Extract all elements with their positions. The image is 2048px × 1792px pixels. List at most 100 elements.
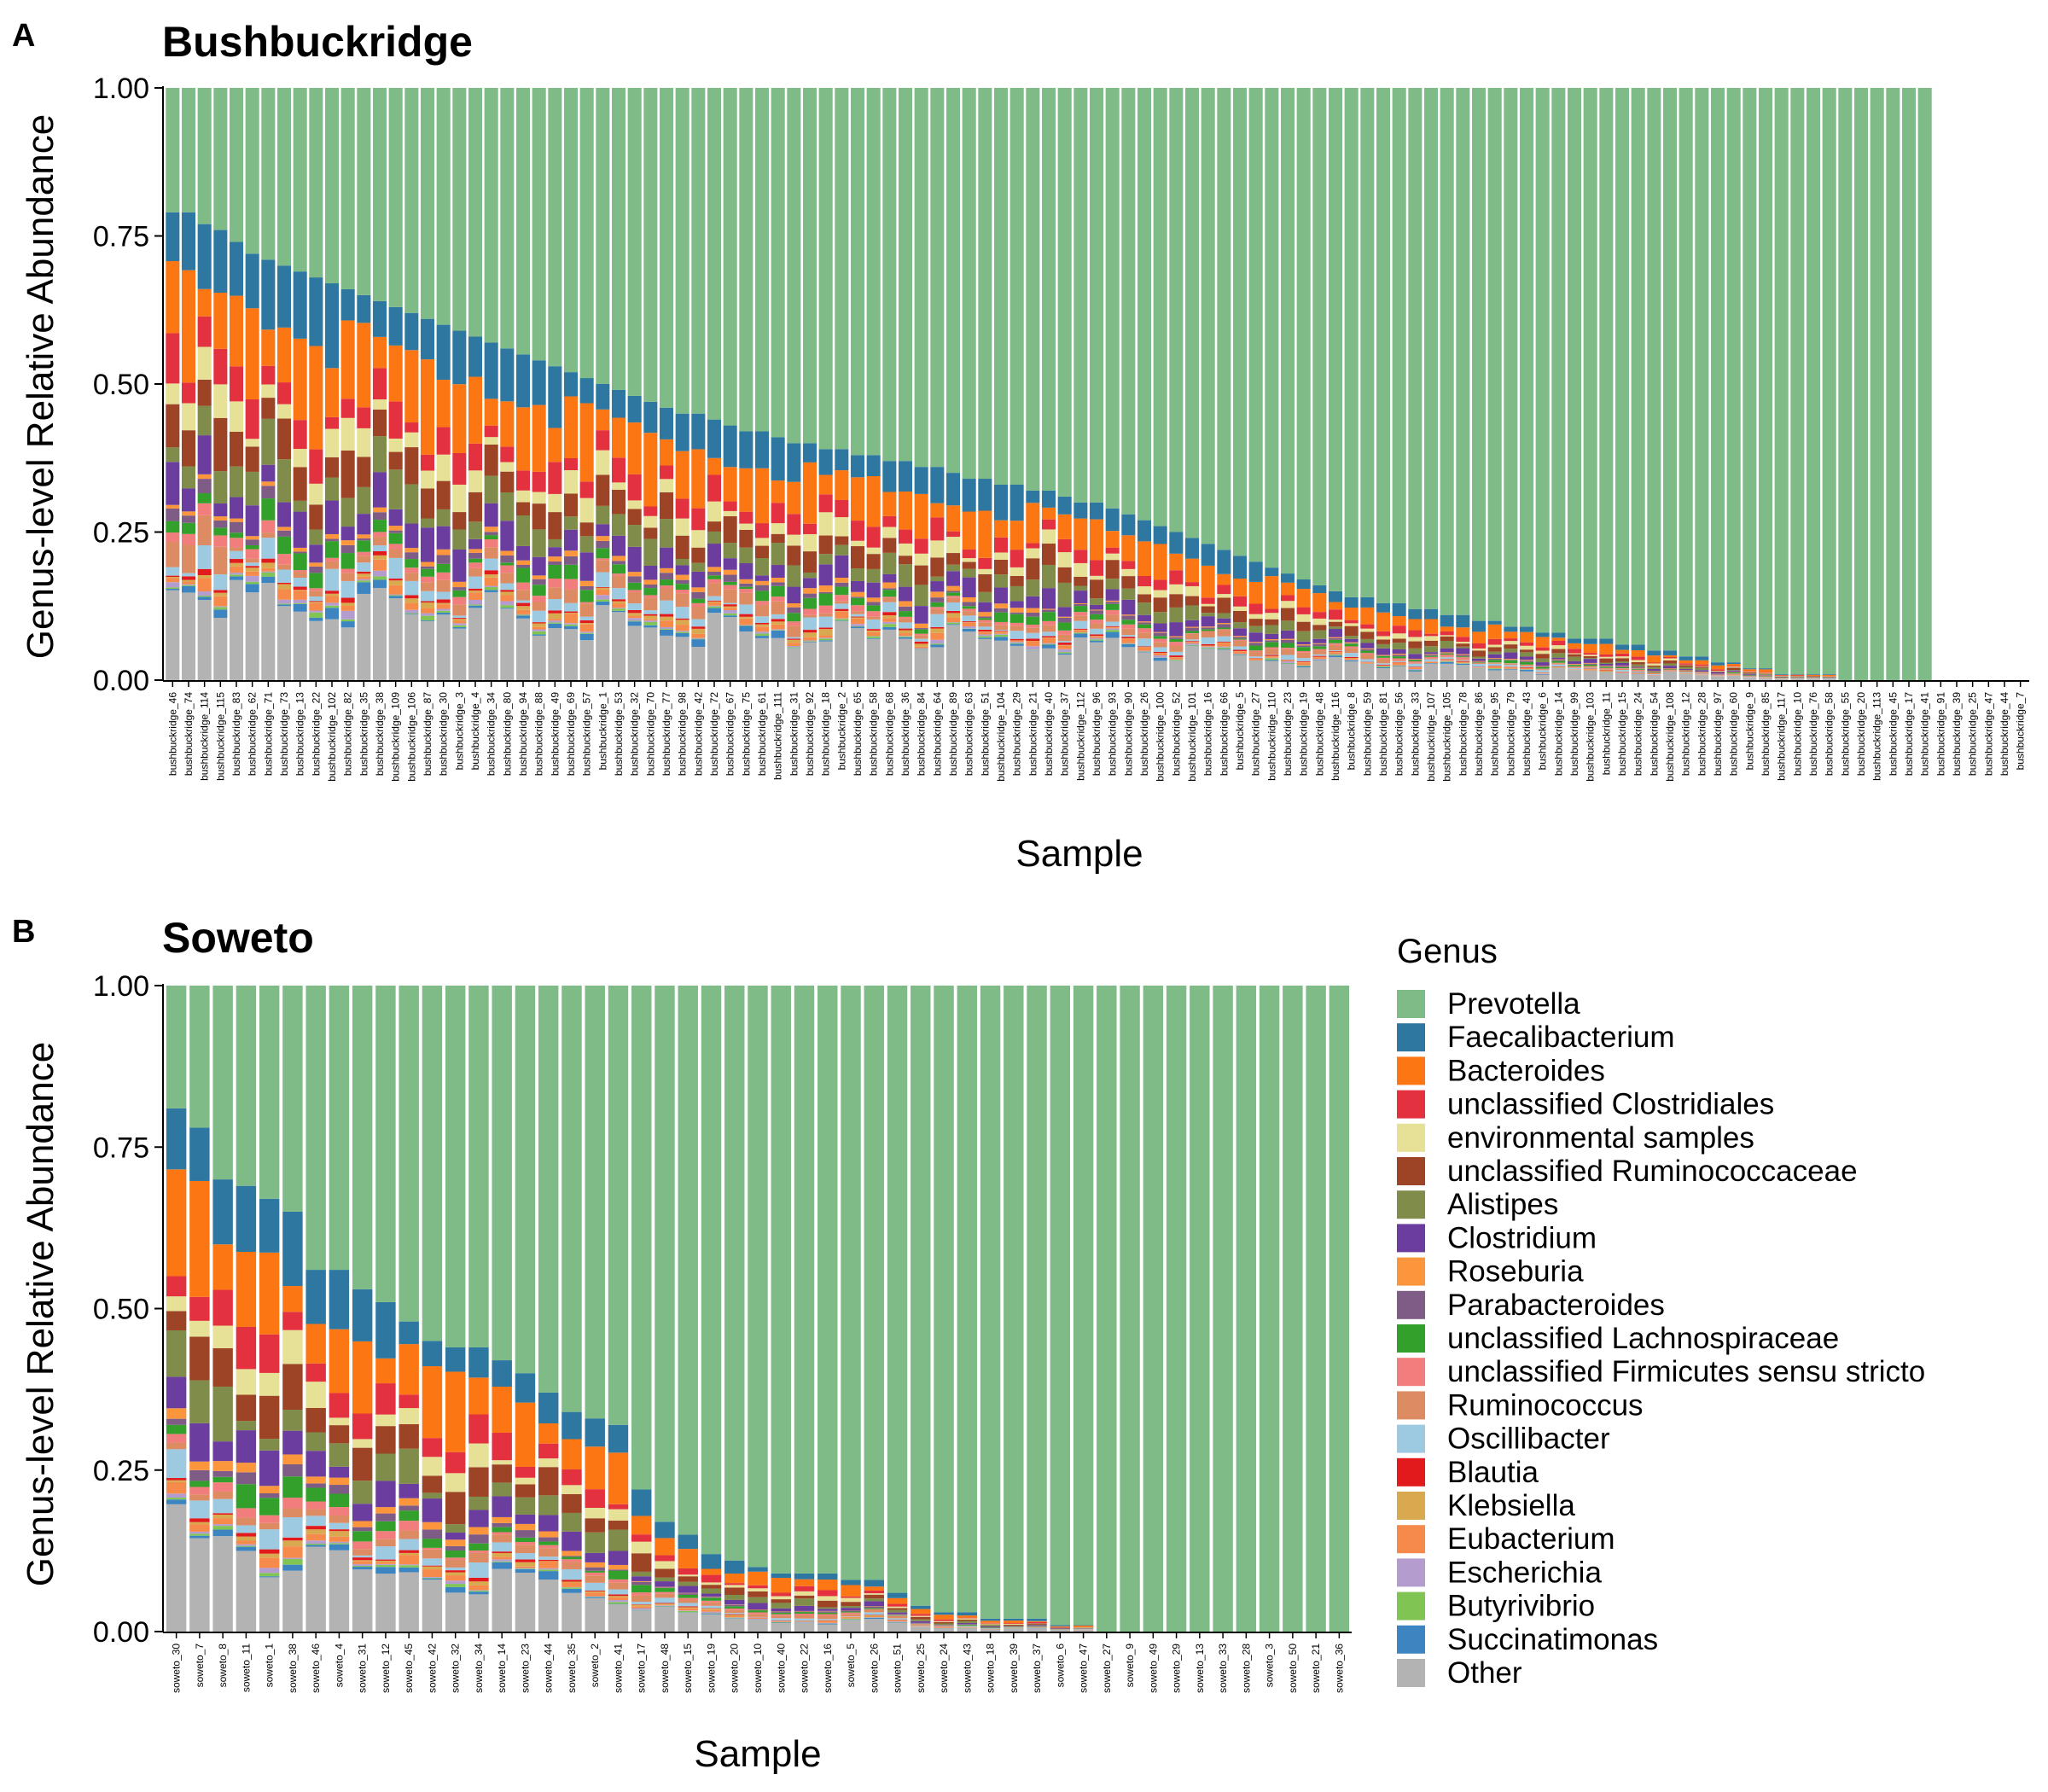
bar-segment-bacteroides: [980, 1620, 1001, 1623]
bar-segment-roseburia: [212, 1461, 233, 1471]
bar-segment-clostridium: [1153, 623, 1167, 632]
bar-segment-ruminococcus: [914, 635, 928, 639]
bar-segment-unclassified-ruminococcaceae: [659, 492, 674, 520]
y-tick-label: 0.75: [93, 221, 149, 253]
bar-segment-unclassified-lachnospiraceae: [724, 1606, 745, 1609]
bar-segment-faecalibacterium: [484, 342, 498, 399]
bar-segment-eubacterium: [324, 596, 340, 603]
bar-segment-bacteroides: [1519, 631, 1534, 643]
stacked-bar: [468, 986, 489, 1632]
bar-segment-faecalibacterium: [181, 212, 196, 271]
bar-segment-other: [1599, 672, 1614, 680]
bar-segment-parabacteroides: [701, 1597, 722, 1598]
bar-segment-eubacterium: [352, 1561, 373, 1564]
bar-segment-succinatimonas: [817, 1623, 838, 1625]
bar-segment-unclassified-firmicutes-sensu-stricto: [1456, 657, 1470, 660]
bar-segment-unclassified-firmicutes-sensu-stricto: [1057, 630, 1072, 635]
bar-segment-ruminococcus: [608, 1582, 629, 1590]
bar-segment-prevotella: [197, 88, 212, 224]
bar-segment-clostridium: [492, 1496, 512, 1517]
stacked-bar: [771, 88, 785, 680]
bar-segment-klebsiella: [515, 606, 531, 610]
bar-segment-succinatimonas: [422, 1578, 443, 1580]
bar-segment-faecalibacterium: [538, 1392, 559, 1423]
bar-segment-clostridium: [1360, 643, 1375, 649]
bar-segment-roseburia: [864, 1606, 884, 1607]
bar-segment-bacteroides: [771, 1578, 791, 1593]
bar-segment-unclassified-firmicutes-sensu-stricto: [596, 558, 610, 561]
bar-segment-succinatimonas: [166, 1499, 187, 1504]
stacked-bar: [1774, 88, 1789, 680]
bar-segment-eubacterium: [771, 1621, 791, 1622]
bar-segment-parabacteroides: [282, 1463, 303, 1477]
bar-segment-other: [817, 1624, 838, 1632]
bar-segment-unclassified-clostridiales: [1169, 570, 1184, 585]
y-tick-label: 0.00: [93, 665, 149, 697]
bar-segment-eubacterium: [309, 602, 323, 611]
bar-segment-blautia: [659, 614, 674, 617]
stacked-bar: [817, 986, 838, 1632]
bar-segment-alistipes: [1392, 643, 1406, 649]
bar-segment-parabacteroides: [1248, 643, 1263, 646]
bar-segment-unclassified-firmicutes-sensu-stricto: [723, 585, 737, 590]
bar-segment-parabacteroides: [643, 584, 658, 589]
bar-segment-succinatimonas: [515, 1568, 536, 1573]
x-tick-label: bushbuckridge_78: [1457, 692, 1469, 776]
bar-segment-ruminococcus: [1423, 658, 1439, 660]
bar-segment-unclassified-firmicutes-sensu-stricto: [802, 608, 817, 615]
x-tick-label: bushbuckridge_3: [453, 692, 465, 771]
x-tick-label: bushbuckridge_20: [1855, 692, 1867, 776]
bar-segment-succinatimonas: [596, 601, 610, 606]
bar-segment-other: [887, 1622, 908, 1632]
bar-segment-unclassified-lachnospiraceae: [212, 1476, 233, 1483]
bar-segment-clostridium: [276, 502, 292, 527]
bar-segment-ruminococcus: [945, 597, 961, 602]
bar-segment-clostridium: [1201, 616, 1215, 627]
bar-segment-unclassified-firmicutes-sensu-stricto: [563, 579, 579, 590]
bar-segment-unclassified-clostridiales: [538, 1443, 559, 1459]
bar-segment-blautia: [723, 604, 737, 607]
bar-segment-parabacteroides: [724, 1604, 745, 1607]
bar-segment-environmental-samples: [1440, 635, 1454, 637]
bar-segment-unclassified-ruminococcaceae: [1089, 579, 1104, 599]
bar-segment-eubacterium: [1423, 661, 1439, 664]
bar-segment-prevotella: [1213, 986, 1233, 1632]
bar-segment-clostridium: [691, 571, 706, 588]
bar-segment-ruminococcus: [1567, 666, 1582, 668]
bar-segment-succinatimonas: [701, 1614, 722, 1615]
bar-segment-ruminococcus: [748, 1614, 768, 1617]
bar-segment-prevotella: [532, 88, 546, 361]
bar-segment-unclassified-lachnospiraceae: [166, 1424, 187, 1434]
bar-segment-butyrivibrio: [1137, 651, 1152, 653]
bar-segment-environmental-samples: [261, 384, 276, 399]
bar-segment-klebsiella: [229, 562, 244, 567]
bar-segment-bacteroides: [1567, 643, 1582, 649]
stacked-bar: [212, 986, 233, 1632]
bar-segment-unclassified-lachnospiraceae: [181, 522, 196, 534]
bar-segment-parabacteroides: [579, 585, 594, 591]
bar-segment-succinatimonas: [739, 625, 753, 631]
bar-segment-other: [1057, 655, 1072, 680]
bar-segment-faecalibacterium: [611, 389, 626, 418]
bar-segment-alistipes: [1822, 677, 1836, 678]
bar-segment-clostridium: [468, 1510, 489, 1527]
bar-segment-ruminococcus: [1169, 646, 1184, 652]
bar-segment-ruminococcus: [484, 547, 498, 559]
bar-segment-roseburia: [422, 1521, 443, 1530]
bar-segment-unclassified-ruminococcaceae: [1758, 673, 1773, 675]
bar-segment-parabacteroides: [748, 1609, 768, 1611]
bar-segment-escherichia: [236, 1544, 257, 1546]
bar-segment-butyrivibrio: [357, 580, 371, 583]
bar-segment-other: [579, 640, 594, 680]
bar-segment-environmental-samples: [352, 1439, 373, 1448]
x-tick-label: bushbuckridge_5: [1234, 692, 1246, 771]
bar-segment-alistipes: [468, 1496, 489, 1510]
bar-segment-unclassified-clostridiales: [1376, 631, 1391, 637]
legend-label: environmental samples: [1447, 1121, 1754, 1155]
bar-segment-unclassified-firmicutes-sensu-stricto: [608, 1579, 629, 1583]
bar-segment-succinatimonas: [1519, 669, 1534, 672]
bar-segment-klebsiella: [579, 623, 594, 625]
bar-segment-succinatimonas: [1344, 660, 1359, 661]
bar-segment-unclassified-ruminococcaceae: [1265, 619, 1279, 625]
bar-segment-other: [739, 631, 753, 680]
